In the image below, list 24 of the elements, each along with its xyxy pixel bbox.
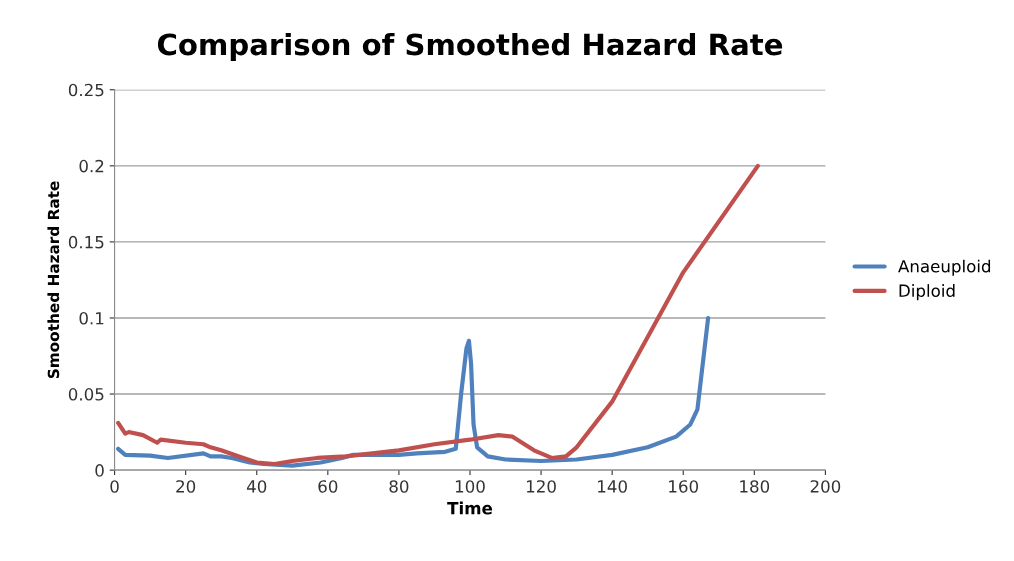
x-tick-label: 100 — [455, 480, 485, 493]
x-tick-label: 80 — [389, 480, 409, 493]
x-tick-label: 140 — [598, 480, 627, 493]
y-tick-label: 0.05 — [68, 388, 104, 401]
x-tick-label: 160 — [669, 480, 699, 493]
x-tick-label: 40 — [246, 480, 267, 493]
legend-label: Anaeuploid — [898, 259, 991, 276]
chart-title: Comparison of Smoothed Hazard Rate — [157, 32, 783, 62]
y-tick-label: 0.1 — [79, 311, 104, 325]
y-tick-label: 0.15 — [68, 235, 104, 249]
x-tick-label: 180 — [740, 480, 770, 493]
x-tick-label: 120 — [526, 480, 556, 493]
line-series — [116, 315, 711, 468]
legend-label: Diploid — [899, 284, 955, 301]
x-tick-label: 200 — [810, 480, 841, 493]
x-tick-label: 0 — [110, 480, 119, 493]
y-tick-label: 0.2 — [79, 159, 104, 173]
y-tick-label: 0 — [95, 464, 104, 477]
y-axis-title: Smoothed Hazard Rate — [47, 181, 60, 379]
x-tick-label: 60 — [318, 480, 338, 493]
x-axis-title: Time — [447, 501, 493, 515]
line-series — [116, 163, 760, 467]
y-tick-label: 0.25 — [68, 83, 104, 97]
x-tick-label: 20 — [176, 480, 196, 493]
